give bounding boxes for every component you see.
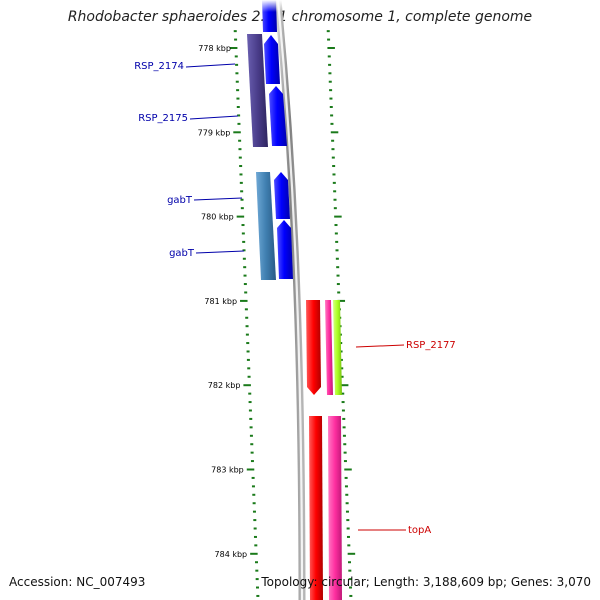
chromosome-backbone	[274, 0, 306, 600]
cds-arrow-rsp2174[interactable]	[264, 35, 280, 84]
gene-block-topa[interactable]	[328, 416, 342, 600]
gene-block-gabt[interactable]	[256, 172, 276, 280]
tick-label: 778 kbp	[198, 44, 231, 53]
forward-genes	[247, 0, 293, 280]
topology-text: Topology: circular; Length: 3,188,609 bp…	[261, 575, 591, 589]
gene-label-rsp2177[interactable]: RSP_2177	[406, 340, 456, 351]
tick-label: 781 kbp	[204, 297, 237, 306]
map-title: Rhodobacter sphaeroides 2.4.1 chromosome…	[67, 9, 533, 25]
gene-label-leaders	[185, 63, 406, 531]
tick-label: 780 kbp	[201, 213, 234, 222]
cds-arrow-rsp2175[interactable]	[269, 86, 287, 146]
gene-label-gabt-2[interactable]: gabT	[169, 248, 195, 259]
cds-arrow-gabt-1[interactable]	[274, 172, 290, 219]
tick-label: 784 kbp	[215, 550, 248, 559]
gene-label-rsp2175[interactable]: RSP_2175	[138, 113, 188, 124]
gene-label-gabt-1[interactable]: gabT	[167, 195, 193, 206]
cds-arrow-gabt-2[interactable]	[277, 220, 293, 279]
tick-label: 779 kbp	[198, 128, 231, 137]
gene-label-rsp2174[interactable]: RSP_2174	[134, 61, 184, 72]
gene-block-rsp2174-2175[interactable]	[247, 34, 268, 147]
reverse-genes	[306, 300, 342, 600]
scale-tick-labels: 778 kbp 779 kbp 780 kbp 781 kbp 782 kbp 783 k…	[198, 44, 247, 559]
tick-label: 783 kbp	[211, 466, 244, 475]
gene-block-rsp2177-pink[interactable]	[325, 300, 333, 395]
inner-scale-dashes	[229, 30, 260, 597]
accession-text: Accession: NC_007493	[9, 575, 146, 589]
gene-label-topa[interactable]: topA	[408, 525, 431, 536]
tick-label: 782 kbp	[208, 381, 241, 390]
gene-block-rsp2177-lime[interactable]	[333, 300, 342, 395]
cds-arrow-rsp2177[interactable]	[306, 300, 321, 395]
cds-arrow-topa[interactable]	[309, 416, 323, 600]
